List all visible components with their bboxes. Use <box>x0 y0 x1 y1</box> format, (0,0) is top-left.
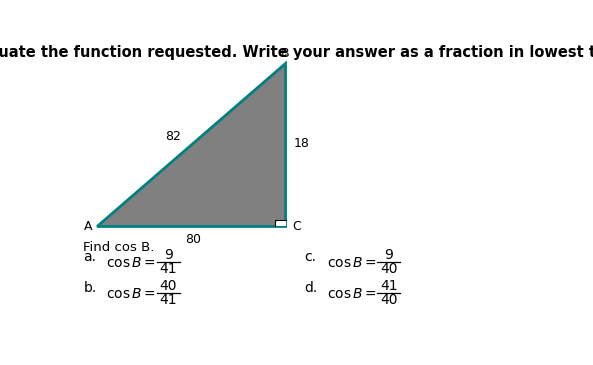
Text: 18: 18 <box>294 137 310 150</box>
Text: a.: a. <box>83 250 96 264</box>
Text: $\cos B =$: $\cos B =$ <box>327 256 377 270</box>
Text: b.: b. <box>83 281 97 295</box>
Text: 41: 41 <box>160 262 177 276</box>
Text: $\cos B =$: $\cos B =$ <box>106 287 156 301</box>
Text: 40: 40 <box>380 293 398 307</box>
Polygon shape <box>97 64 286 226</box>
Text: 9: 9 <box>164 247 173 262</box>
Text: 40: 40 <box>160 278 177 292</box>
Text: 41: 41 <box>380 278 398 292</box>
Text: Evaluate the function requested. Write your answer as a fraction in lowest terms: Evaluate the function requested. Write y… <box>0 45 593 60</box>
Text: C: C <box>292 220 301 233</box>
Text: 41: 41 <box>160 293 177 307</box>
Text: $\cos B =$: $\cos B =$ <box>106 256 156 270</box>
Text: 40: 40 <box>380 262 398 276</box>
Text: d.: d. <box>304 281 317 295</box>
Text: 9: 9 <box>384 247 393 262</box>
Polygon shape <box>275 220 286 226</box>
Text: Find cos B.: Find cos B. <box>83 241 155 254</box>
Text: B: B <box>281 47 290 60</box>
Text: 80: 80 <box>186 233 202 246</box>
Text: A: A <box>84 220 92 233</box>
Text: 82: 82 <box>165 130 181 143</box>
Text: $\cos B =$: $\cos B =$ <box>327 287 377 301</box>
Text: c.: c. <box>304 250 316 264</box>
